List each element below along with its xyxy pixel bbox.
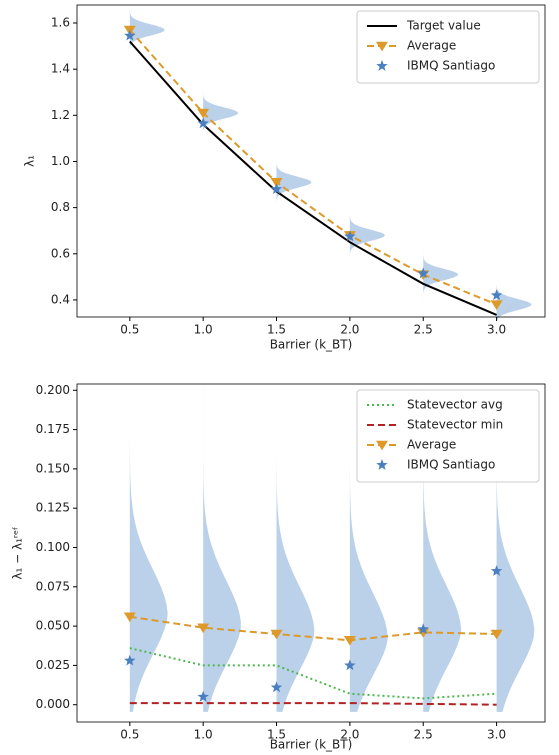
marker (270, 178, 283, 188)
legend-label: IBMQ Santiago (407, 59, 495, 73)
marker (344, 659, 356, 671)
x-tick-label: 2.5 (414, 323, 433, 337)
y-tick-label: 0.125 (36, 501, 70, 515)
y-tick-label: 0.025 (36, 658, 70, 672)
y-tick-label: 0.075 (36, 579, 70, 593)
y-tick-label: 0.000 (36, 697, 70, 711)
legend-box (356, 10, 540, 84)
marker (490, 629, 503, 640)
marker (124, 29, 136, 41)
x-tick-label: 3.0 (487, 728, 506, 742)
legend-marker (376, 41, 388, 52)
y-tick-label: 0.8 (51, 200, 70, 214)
y-tick-label: 0.6 (51, 246, 70, 260)
x-tick-label: 1.0 (194, 728, 213, 742)
violin (423, 384, 462, 712)
x-tick-label: 2.5 (414, 728, 433, 742)
y-tick-label: 1.4 (51, 62, 70, 76)
violin (276, 384, 315, 712)
marker (197, 117, 209, 129)
marker (490, 565, 503, 576)
marker (270, 183, 283, 194)
marker (343, 636, 356, 646)
y-tick-label: 0.100 (36, 540, 70, 554)
violin (349, 384, 388, 712)
y-tick-label: 1.0 (51, 154, 70, 168)
y-axis-label: λ₁ (23, 155, 37, 167)
marker (123, 612, 136, 623)
legend-box (356, 389, 540, 483)
legend-label: Average (407, 438, 456, 452)
x-tick-label: 2.0 (340, 728, 359, 742)
violin (423, 246, 459, 303)
violin (496, 384, 535, 712)
marker (417, 267, 429, 279)
legend-label: Target value (406, 19, 481, 33)
violin (203, 85, 239, 141)
series-line (129, 29, 497, 306)
marker (270, 629, 283, 640)
violin (276, 154, 312, 210)
legend-label: Statevector avg (407, 398, 503, 412)
marker (490, 300, 503, 310)
y-tick-label: 1.6 (51, 16, 70, 30)
marker (344, 230, 356, 242)
marker (197, 108, 210, 119)
legend-label: IBMQ Santiago (407, 458, 495, 472)
legend-marker (376, 459, 388, 470)
violin (129, 384, 168, 712)
legend-marker (376, 60, 388, 71)
x-tick-label: 1.5 (267, 728, 286, 742)
y-tick-label: 0.200 (36, 383, 70, 397)
violin (203, 384, 241, 712)
series-line (129, 702, 497, 706)
series-line (129, 40, 497, 316)
marker (490, 289, 503, 301)
legend-label: Statevector min (407, 418, 503, 432)
violin (129, 2, 165, 58)
y-tick-label: 0.050 (36, 619, 70, 633)
plot-frame (76, 383, 546, 723)
marker (197, 623, 210, 634)
marker (417, 628, 430, 638)
violin (496, 276, 532, 333)
x-tick-label: 0.5 (120, 728, 139, 742)
y-tick-label: 0.4 (51, 292, 70, 306)
legend-marker (376, 440, 388, 451)
marker (124, 654, 136, 666)
marker (197, 690, 209, 702)
y-tick-label: 0.150 (36, 461, 70, 475)
marker (417, 623, 429, 635)
x-tick-label: 1.5 (267, 323, 286, 337)
y-axis-label: λ₁ − λ₁ʳᵉᶠ (11, 526, 25, 579)
x-axis-label: Barrier (k_BT) (270, 738, 353, 752)
y-tick-label: 0.175 (36, 422, 70, 436)
series-line (129, 615, 497, 642)
x-axis-label: Barrier (k_BT) (270, 338, 353, 352)
x-tick-label: 2.0 (340, 323, 359, 337)
x-tick-label: 0.5 (120, 323, 139, 337)
violin (349, 207, 385, 263)
x-tick-label: 3.0 (487, 323, 506, 337)
legend-label: Average (407, 39, 456, 53)
y-tick-label: 1.2 (51, 108, 70, 122)
x-tick-label: 1.0 (194, 323, 213, 337)
marker (270, 681, 283, 693)
